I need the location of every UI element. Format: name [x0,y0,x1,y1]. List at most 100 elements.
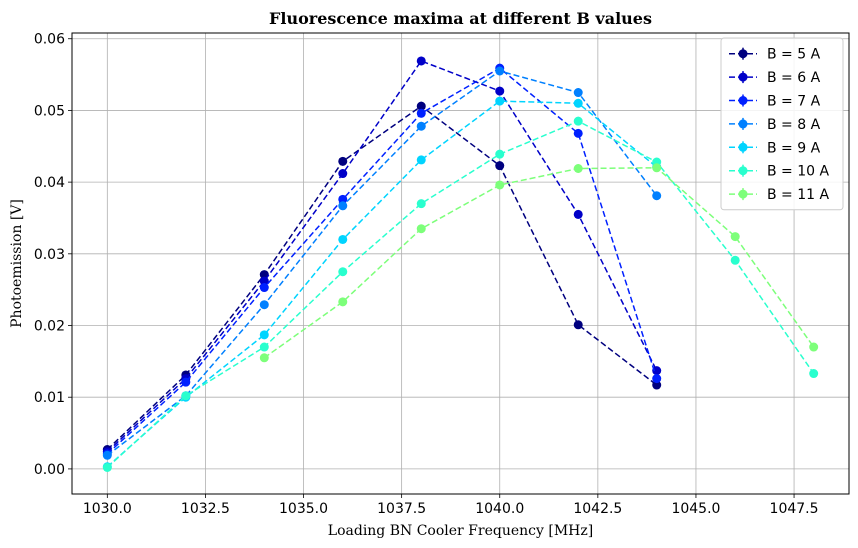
data-point [259,276,269,286]
series-4 [102,66,662,460]
data-point [416,199,426,209]
series-7 [259,163,819,363]
legend-label: B = 8 A [767,117,821,133]
data-point [338,194,348,204]
data-point [416,155,426,165]
y-tick-label: 0.02 [34,319,65,335]
data-point [102,462,112,472]
legend-marker [738,166,748,176]
series-layer [102,56,819,472]
data-point [181,391,191,401]
data-point [416,101,426,111]
y-tick-label: 0.05 [34,103,65,119]
legend-box [720,37,844,211]
data-point [338,169,348,179]
data-point [259,342,269,352]
data-point [495,161,505,171]
x-axis-label: Loading BN Cooler Frequency [MHz] [328,523,593,539]
y-tick-label: 0.00 [34,462,65,478]
data-point [495,149,505,159]
data-point [181,377,191,387]
data-point [573,116,583,126]
data-point [809,369,819,379]
data-point [652,374,662,384]
data-point [652,191,662,201]
data-point [338,267,348,277]
data-point [730,232,740,242]
x-tick-label: 1035.0 [279,501,328,517]
y-tick-label: 0.06 [34,32,65,48]
data-point [495,96,505,106]
data-point [730,255,740,265]
series-line [106,67,658,455]
legend-marker [738,72,748,82]
data-point [259,330,269,340]
series-line [106,120,815,469]
data-point [102,450,112,460]
data-point [652,380,662,390]
ticks: 1030.0 1032.5 1035.0 1037.5 1040.0 1042.5 1045… [34,32,819,517]
legend-marker [738,119,748,129]
data-point [495,180,505,190]
x-tick-label: 1047.5 [770,501,819,517]
data-point [495,66,505,76]
x-tick-label: 1045.0 [671,501,720,517]
data-point [652,163,662,173]
y-tick-label: 0.01 [34,390,65,406]
x-tick-label: 1042.5 [573,501,622,517]
legend-entry: B = 11 A [729,187,830,203]
data-point [259,300,269,310]
legend-marker [738,96,748,105]
y-tick-label: 0.04 [34,175,65,191]
data-point [259,353,269,363]
legend-entry: B = 10 A [729,164,830,180]
x-tick-label: 1032.5 [181,501,230,517]
series-line [106,70,658,456]
legend-label: B = 6 A [767,70,821,86]
data-point [338,234,348,244]
data-point [573,128,583,138]
plot-frame [71,32,850,495]
data-point [338,201,348,211]
y-axis-label: Photoemission [V] [9,199,25,328]
data-point [573,98,583,108]
data-point [573,88,583,98]
legend-entry: B = 6 A [729,70,821,86]
chart-title: Fluorescence maxima at different B value… [269,9,652,28]
data-point [416,56,426,66]
data-point [809,342,819,352]
series-3 [102,63,662,459]
data-point [259,283,269,293]
data-point [416,121,426,131]
legend-marker [738,49,748,59]
legend-label: B = 11 A [767,187,830,203]
data-point [338,297,348,307]
data-point [416,108,426,118]
legend-entry: B = 9 A [729,140,821,156]
data-point [652,366,662,376]
series-6 [102,116,819,472]
x-tick-label: 1030.0 [83,501,132,517]
series-1 [102,101,662,455]
legend-label: B = 9 A [767,140,821,156]
y-tick-label: 0.03 [34,247,65,263]
legend-marker [738,142,748,152]
legend-label: B = 10 A [767,164,830,180]
data-point [573,209,583,219]
data-point [495,86,505,96]
data-point [573,320,583,330]
series-line [106,60,658,453]
data-point [573,164,583,174]
legend-marker [738,189,748,199]
series-line [263,167,815,359]
legend-label: B = 5 A [767,47,821,63]
data-point [338,156,348,166]
series-line [106,105,658,451]
x-tick-label: 1037.5 [377,501,426,517]
x-tick-label: 1040.0 [475,501,524,517]
legend-entry: B = 7 A [729,94,821,110]
legend-entry: B = 8 A [729,117,821,133]
legend-entry: B = 5 A [729,47,821,63]
